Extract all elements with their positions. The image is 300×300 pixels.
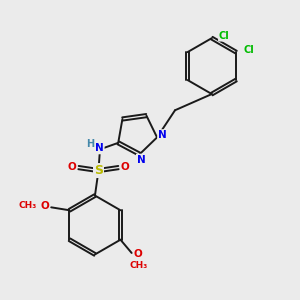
Text: Cl: Cl xyxy=(243,45,254,55)
Text: N: N xyxy=(95,143,104,153)
Text: Cl: Cl xyxy=(219,31,230,41)
Text: H: H xyxy=(86,139,94,149)
Text: CH₃: CH₃ xyxy=(129,261,147,270)
Text: O: O xyxy=(121,162,129,172)
Text: O: O xyxy=(134,249,142,260)
Text: CH₃: CH₃ xyxy=(19,201,37,210)
Text: S: S xyxy=(94,164,103,177)
Text: N: N xyxy=(137,154,146,164)
Text: O: O xyxy=(68,162,76,172)
Text: O: O xyxy=(40,201,49,211)
Text: N: N xyxy=(158,130,167,140)
